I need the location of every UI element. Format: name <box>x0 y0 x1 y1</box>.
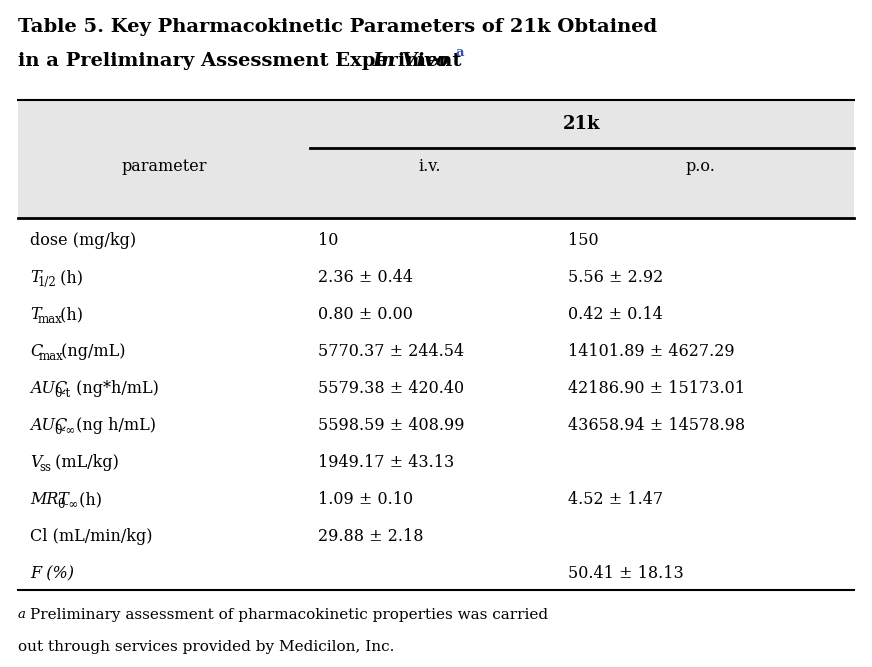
Text: Cl (mL/min/kg): Cl (mL/min/kg) <box>30 528 153 545</box>
Text: 0.80 ± 0.00: 0.80 ± 0.00 <box>318 306 412 323</box>
Text: 0-∞: 0-∞ <box>57 498 78 511</box>
Text: (ng*h/mL): (ng*h/mL) <box>71 380 159 397</box>
Text: (ng h/mL): (ng h/mL) <box>71 417 155 434</box>
Text: 5770.37 ± 244.54: 5770.37 ± 244.54 <box>318 343 464 360</box>
Text: 150: 150 <box>568 232 598 249</box>
Text: Preliminary assessment of pharmacokinetic properties was carried: Preliminary assessment of pharmacokineti… <box>30 608 548 622</box>
Text: ss: ss <box>39 461 51 474</box>
Text: i.v.: i.v. <box>419 158 441 175</box>
Text: parameter: parameter <box>121 158 207 175</box>
Text: out through services provided by Medicilon, Inc.: out through services provided by Medicil… <box>18 640 394 654</box>
Text: 29.88 ± 2.18: 29.88 ± 2.18 <box>318 528 424 545</box>
Text: 42186.90 ± 15173.01: 42186.90 ± 15173.01 <box>568 380 745 397</box>
Text: In Vivo: In Vivo <box>372 52 448 70</box>
Text: 5598.59 ± 408.99: 5598.59 ± 408.99 <box>318 417 465 434</box>
Text: 21k: 21k <box>563 115 601 133</box>
Text: 10: 10 <box>318 232 338 249</box>
Text: (h): (h) <box>73 491 101 508</box>
Text: V: V <box>30 454 42 471</box>
Text: AUC: AUC <box>30 417 67 434</box>
Text: 4.52 ± 1.47: 4.52 ± 1.47 <box>568 491 663 508</box>
Text: C: C <box>30 343 42 360</box>
Text: p.o.: p.o. <box>685 158 715 175</box>
Text: 50.41 ± 18.13: 50.41 ± 18.13 <box>568 565 684 582</box>
Text: 1.09 ± 0.10: 1.09 ± 0.10 <box>318 491 413 508</box>
Text: AUC: AUC <box>30 380 67 397</box>
Text: 0-∞: 0-∞ <box>54 424 75 437</box>
Text: T: T <box>30 269 41 286</box>
Text: dose (mg/kg): dose (mg/kg) <box>30 232 136 249</box>
Text: (mL/kg): (mL/kg) <box>50 454 119 471</box>
Text: 0.42 ± 0.14: 0.42 ± 0.14 <box>568 306 663 323</box>
Text: 5.56 ± 2.92: 5.56 ± 2.92 <box>568 269 664 286</box>
Text: 14101.89 ± 4627.29: 14101.89 ± 4627.29 <box>568 343 734 360</box>
Text: 0-t: 0-t <box>54 387 70 400</box>
Text: 1/2: 1/2 <box>38 276 57 289</box>
Text: 43658.94 ± 14578.98: 43658.94 ± 14578.98 <box>568 417 746 434</box>
Text: 1949.17 ± 43.13: 1949.17 ± 43.13 <box>318 454 454 471</box>
Text: (ng/mL): (ng/mL) <box>56 343 125 360</box>
Text: (h): (h) <box>54 269 83 286</box>
Text: a: a <box>455 46 464 59</box>
Text: T: T <box>30 306 41 323</box>
Text: in a Preliminary Assessment Experiment: in a Preliminary Assessment Experiment <box>18 52 468 70</box>
Text: MRT: MRT <box>30 491 69 508</box>
Text: (h): (h) <box>54 306 83 323</box>
Text: F (%): F (%) <box>30 565 74 582</box>
Text: max: max <box>38 313 63 326</box>
Text: max: max <box>39 350 64 363</box>
Text: 2.36 ± 0.44: 2.36 ± 0.44 <box>318 269 413 286</box>
Text: a: a <box>18 608 26 621</box>
Text: 5579.38 ± 420.40: 5579.38 ± 420.40 <box>318 380 464 397</box>
Text: Table 5. Key Pharmacokinetic Parameters of 21k Obtained: Table 5. Key Pharmacokinetic Parameters … <box>18 18 657 36</box>
